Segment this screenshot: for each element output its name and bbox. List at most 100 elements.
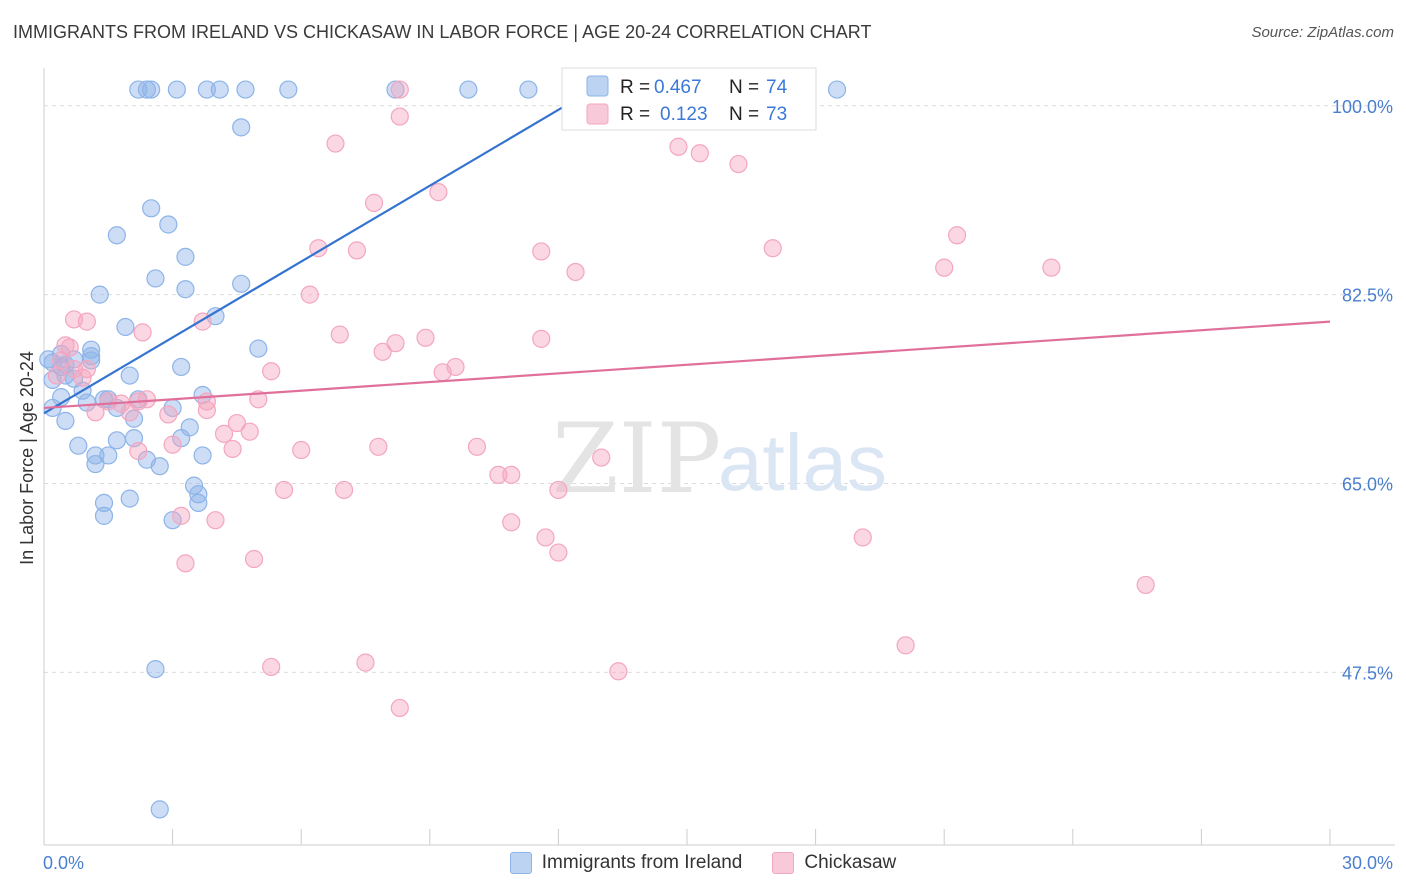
point-series0-68 — [146, 659, 165, 679]
source-credit: Source: ZipAtlas.com — [1251, 24, 1394, 41]
point-series0-9 — [459, 80, 478, 99]
point-series0-65 — [189, 493, 208, 513]
point-series0-20 — [90, 285, 109, 304]
legend-swatch-ireland-bottom — [509, 852, 532, 874]
point-series1-22 — [77, 312, 96, 331]
point-series0-14 — [159, 215, 178, 234]
legend-r-value-chickasaw: 0.123 — [660, 104, 708, 125]
trend-line-1 — [43, 320, 1331, 410]
point-series1-29 — [373, 342, 392, 361]
point-series1-48 — [159, 405, 178, 424]
point-series0-1 — [137, 80, 156, 99]
x-tick-labels: 0.0% 30.0% — [43, 853, 1393, 873]
point-series1-9 — [729, 154, 748, 174]
point-series0-51 — [107, 431, 126, 450]
chart-title: IMMIGRANTS FROM IRELAND VS CHICKASAW IN … — [13, 22, 872, 42]
point-series1-14 — [347, 241, 367, 260]
legend-n-value-chickasaw: 73 — [766, 104, 787, 125]
point-series1-56 — [369, 437, 388, 456]
point-series1-55 — [292, 440, 311, 460]
stats-legend: R = 0.467 N = 74 R = 0.123 N = 73 — [561, 67, 817, 131]
point-series1-12 — [947, 226, 967, 245]
legend-swatch-chickasaw-bottom — [772, 852, 795, 874]
point-series0-5 — [210, 80, 229, 99]
point-series1-47 — [120, 403, 139, 422]
point-series0-6 — [236, 80, 255, 99]
point-series1-46 — [86, 403, 105, 422]
point-series1-20 — [300, 285, 319, 304]
point-series1-50 — [227, 413, 246, 433]
legend-swatch-chickasaw — [586, 103, 609, 125]
point-series1-7 — [669, 137, 688, 156]
point-series1-34 — [77, 359, 96, 379]
point-series0-59 — [193, 446, 212, 465]
point-series0-15 — [107, 226, 126, 245]
point-series0-7 — [279, 80, 298, 99]
point-series0-11 — [827, 80, 847, 99]
point-series0-37 — [172, 357, 191, 377]
point-series0-61 — [184, 476, 204, 495]
x-tick-label-1: 30.0% — [1342, 853, 1393, 873]
y-tick-label-1: 82.5% — [1342, 286, 1393, 306]
y-tick-label-0: 100.0% — [1332, 97, 1393, 117]
axes — [43, 68, 1395, 846]
point-series1-76 — [356, 653, 375, 672]
point-series0-2 — [142, 80, 161, 99]
point-series0-36 — [120, 366, 139, 385]
point-series1-68 — [536, 528, 555, 547]
series-legend: Immigrants from Ireland Chickasaw — [0, 852, 1406, 874]
point-series0-13 — [142, 199, 161, 218]
point-series1-57 — [467, 437, 487, 456]
point-series1-52 — [240, 422, 259, 441]
point-series0-10 — [519, 80, 538, 99]
legend-r-label-chickasaw: R = — [620, 104, 650, 125]
point-series0-69 — [150, 800, 169, 819]
point-series1-8 — [690, 144, 709, 163]
point-series1-25 — [330, 325, 349, 344]
point-series0-19 — [176, 280, 195, 299]
point-series1-69 — [853, 528, 872, 547]
point-series1-18 — [1042, 258, 1061, 277]
point-series0-67 — [163, 511, 182, 530]
trend-line-0 — [43, 88, 594, 415]
legend-r-value-ireland: 0.467 — [654, 77, 702, 98]
point-series0-12 — [232, 118, 251, 137]
point-series1-10 — [429, 183, 448, 202]
point-series1-32 — [52, 351, 71, 370]
point-series1-35 — [262, 362, 281, 381]
point-series1-15 — [532, 242, 551, 261]
point-series0-17 — [146, 269, 165, 288]
point-series1-11 — [364, 193, 384, 212]
point-series1-77 — [609, 662, 628, 681]
y-axis-label: In Labor Force | Age 20-24 — [17, 351, 37, 565]
point-series1-60 — [489, 465, 508, 484]
legend-swatch-ireland — [586, 75, 609, 97]
point-series1-58 — [129, 442, 148, 461]
point-series0-29 — [82, 351, 101, 370]
point-series1-51 — [214, 424, 234, 443]
grid-lines — [44, 105, 1395, 673]
x-tick-label-0: 0.0% — [43, 853, 84, 873]
legend-n-value-ireland: 74 — [766, 77, 788, 98]
legend-item-chickasaw: Chickasaw — [772, 852, 896, 874]
point-series1-43 — [137, 390, 156, 409]
y-tick-label-3: 47.5% — [1342, 663, 1393, 683]
point-series1-75 — [262, 657, 281, 677]
point-series1-78 — [390, 698, 409, 718]
data-points — [39, 80, 1155, 819]
point-series0-4 — [197, 80, 216, 99]
point-series1-13 — [309, 239, 328, 258]
point-series1-6 — [326, 134, 345, 153]
y-tick-labels: 100.0% 82.5% 65.0% 47.5% — [1332, 97, 1393, 684]
point-series1-37 — [433, 363, 452, 382]
point-series0-3 — [167, 80, 186, 99]
legend-n-label-chickasaw: N = — [729, 104, 759, 125]
point-series0-25 — [82, 340, 101, 359]
point-series0-54 — [69, 436, 88, 455]
trend-lines — [43, 88, 1331, 415]
point-series1-61 — [502, 465, 521, 484]
point-series1-53 — [163, 435, 182, 454]
point-series0-22 — [116, 317, 135, 337]
point-series1-64 — [549, 480, 568, 500]
